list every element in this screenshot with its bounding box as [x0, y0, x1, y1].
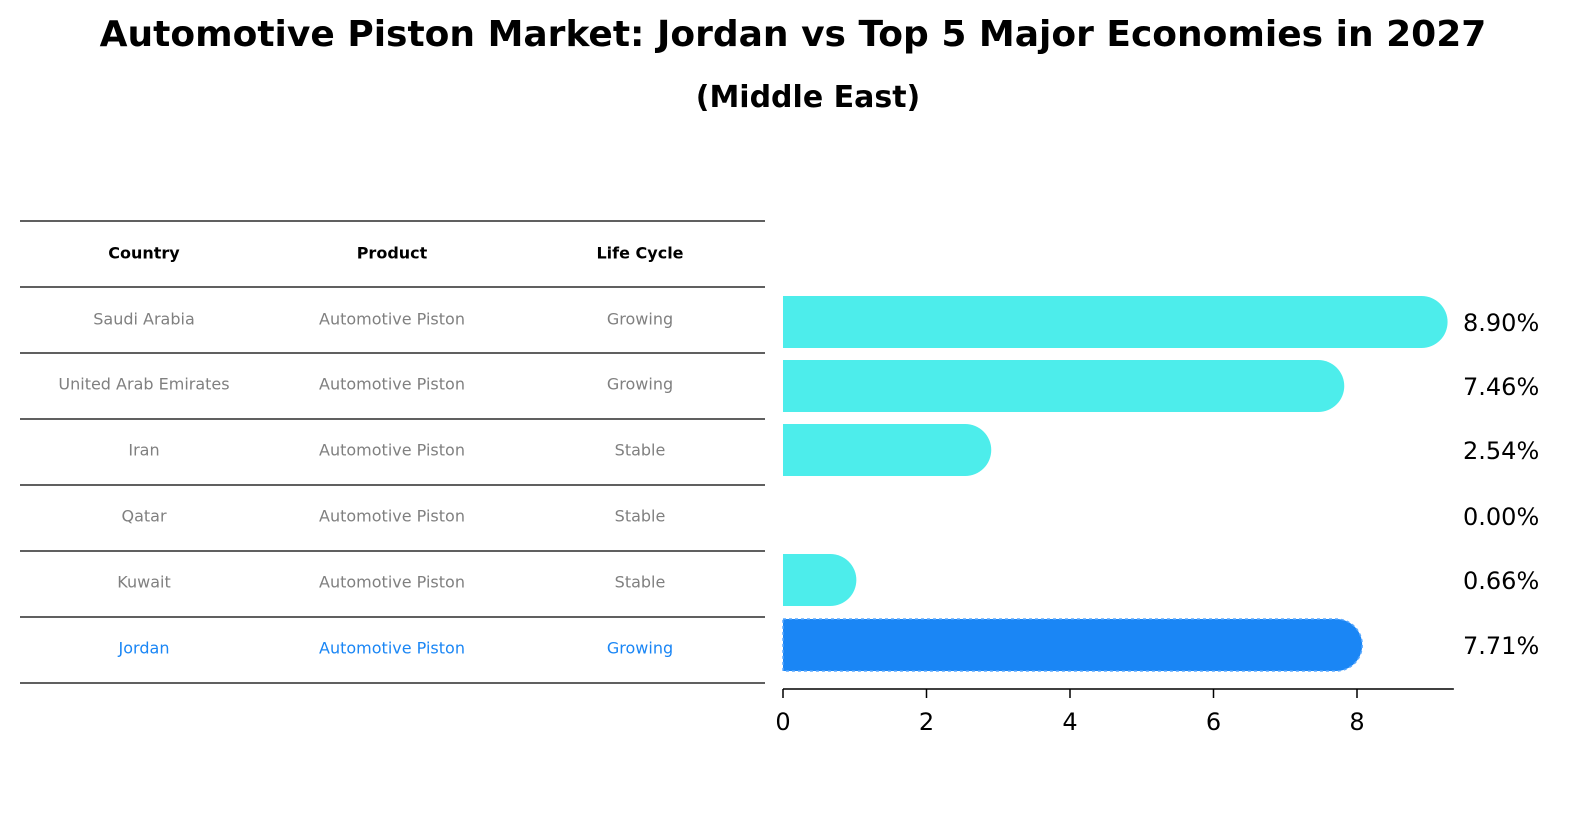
bar-highlight: [782, 618, 1363, 672]
table-cell-product: Automotive Piston: [319, 441, 465, 460]
bar: [783, 424, 992, 476]
bar-value-label: 7.46%: [1463, 373, 1539, 401]
table-cell-country: Jordan: [118, 639, 170, 658]
bar-value-label: 2.54%: [1463, 437, 1539, 465]
table-cell-life-cycle: Growing: [607, 375, 673, 394]
bar: [783, 296, 1448, 348]
bar-value-label: 0.00%: [1463, 503, 1539, 531]
chart-title: Automotive Piston Market: Jordan vs Top …: [99, 14, 1487, 55]
table-header-country: Country: [108, 244, 180, 263]
bar-value-label: 8.90%: [1463, 309, 1539, 337]
table-cell-country: Qatar: [121, 507, 166, 526]
bar: [783, 554, 857, 606]
table-cell-country: Iran: [128, 441, 159, 460]
table-cell-life-cycle: Stable: [615, 573, 666, 592]
x-tick-label: 6: [1206, 708, 1221, 736]
table-cell-life-cycle: Growing: [607, 639, 673, 658]
table-cell-life-cycle: Stable: [615, 507, 666, 526]
bar: [783, 360, 1345, 412]
x-axis: 0 2 4 6 8: [775, 688, 1454, 736]
table-cell-country: United Arab Emirates: [58, 375, 229, 394]
table-header-product: Product: [357, 244, 428, 263]
x-tick-label: 4: [1062, 708, 1077, 736]
x-tick-label: 2: [919, 708, 934, 736]
table-cell-product: Automotive Piston: [319, 375, 465, 394]
table-header-life-cycle: Life Cycle: [596, 244, 683, 263]
table-cell-product: Automotive Piston: [319, 310, 465, 329]
table-cell-country: Kuwait: [117, 573, 170, 592]
bar-chart: 8.90% 7.46% 2.54% 0.00% 0.66% 7.71%: [782, 296, 1539, 672]
table-cell-life-cycle: Stable: [615, 441, 666, 460]
table-cell-product: Automotive Piston: [319, 639, 465, 658]
bar-value-label: 7.71%: [1463, 632, 1539, 660]
table-cell-life-cycle: Growing: [607, 310, 673, 329]
table-cell-country: Saudi Arabia: [93, 310, 195, 329]
x-tick-label: 8: [1349, 708, 1364, 736]
table-cell-product: Automotive Piston: [319, 507, 465, 526]
chart-subtitle: (Middle East): [695, 80, 921, 115]
table-cell-product: Automotive Piston: [319, 573, 465, 592]
x-tick-label: 0: [775, 708, 790, 736]
bar-value-label: 0.66%: [1463, 567, 1539, 595]
comparison-table: Country Product Life Cycle Saudi Arabia Auto…: [20, 220, 765, 684]
